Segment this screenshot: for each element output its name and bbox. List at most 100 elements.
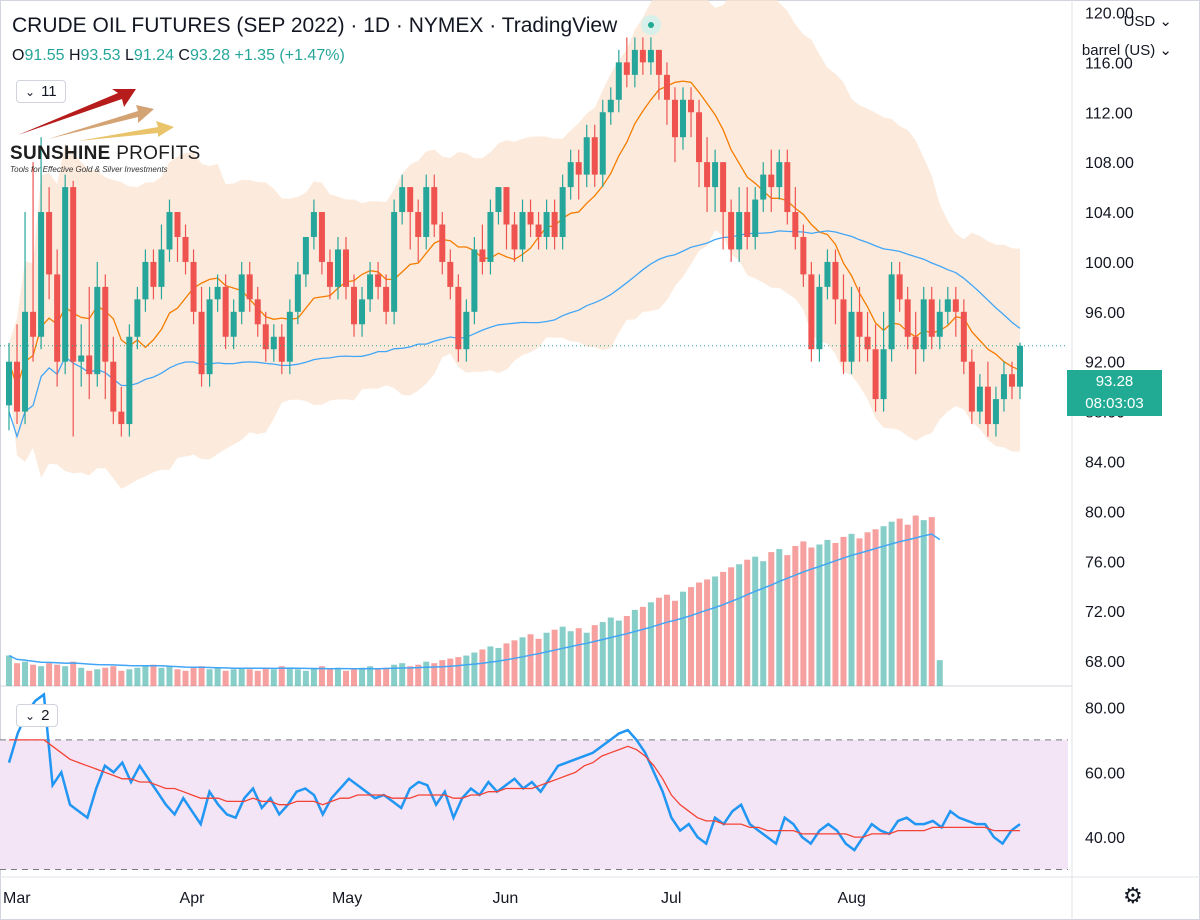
candle-body: [78, 355, 85, 362]
volume-bar: [800, 541, 807, 686]
candle-body: [110, 361, 117, 412]
volume-bar: [888, 521, 895, 686]
volume-bar: [14, 663, 21, 686]
candle-body: [615, 62, 622, 100]
candle-body: [896, 274, 903, 300]
candle-body: [992, 399, 999, 425]
volume-bar: [70, 661, 77, 686]
volume-bar: [479, 649, 486, 686]
rsi-tick-label: 60.00: [1085, 765, 1125, 782]
candle-body: [856, 311, 863, 337]
time-tick-label: Apr: [180, 890, 206, 907]
volume-bar: [102, 667, 109, 686]
candle-body: [6, 361, 12, 406]
candle-body: [952, 299, 959, 312]
candle-body: [150, 261, 157, 287]
volume-bar: [38, 666, 45, 686]
candle-body: [872, 349, 879, 400]
volume-bar: [696, 582, 703, 686]
candle-body: [471, 249, 478, 312]
ohlc-legend: O91.55 H93.53 L91.24 C93.28 +1.35 (+1.47…: [12, 47, 345, 65]
candle-body: [174, 212, 181, 237]
candle-body: [463, 311, 470, 350]
unit-dropdown[interactable]: barrel (US) ⌄: [1082, 41, 1172, 59]
volume-bar: [920, 520, 927, 686]
oscillator-collapse-button[interactable]: ⌄ 2: [16, 704, 59, 727]
volume-bar: [294, 669, 301, 686]
candle-body: [784, 162, 791, 213]
volume-bar: [118, 670, 125, 686]
candle-body: [888, 274, 895, 350]
candle-body: [262, 324, 269, 350]
chevron-down-icon: ⌄: [1159, 42, 1172, 59]
candle-body: [984, 386, 991, 425]
price-tick-label: 76.00: [1085, 554, 1125, 571]
volume-bar: [824, 539, 831, 686]
rsi-band-area: [0, 739, 1068, 870]
volume-bar: [278, 666, 285, 686]
currency-dropdown[interactable]: USD ⌄: [1124, 12, 1172, 30]
candle-body: [391, 212, 398, 312]
volume-bar: [704, 579, 711, 686]
candle-body: [367, 274, 374, 300]
volume-bar: [246, 669, 253, 686]
last-price-tag: 93.28 08:03:03: [1067, 370, 1162, 416]
candle-body: [607, 99, 614, 113]
candle-body: [270, 336, 277, 350]
gear-icon[interactable]: ⚙: [1123, 883, 1143, 908]
volume-bar: [591, 625, 598, 686]
candle-body: [118, 411, 125, 425]
volume-bar: [896, 518, 903, 686]
candle-body: [519, 212, 526, 250]
indicators-collapse-button[interactable]: ⌄ 11: [16, 80, 66, 103]
candle-body: [768, 174, 775, 188]
candle-body: [318, 212, 325, 262]
symbol-title[interactable]: CRUDE OIL FUTURES (SEP 2022) · 1D · NYME…: [12, 14, 662, 38]
volume-bar: [222, 670, 229, 686]
volume-bar: [688, 587, 695, 686]
candle-body: [752, 199, 759, 237]
candle-body: [936, 311, 943, 337]
candle-body: [415, 212, 422, 237]
candle-body: [38, 212, 45, 337]
volume-bar: [471, 652, 478, 686]
rsi-ma-line: [9, 739, 1020, 838]
volume-bar: [655, 597, 662, 686]
volume-bar: [768, 552, 775, 686]
volume-bar: [543, 632, 550, 686]
price-tick-label: 104.00: [1085, 205, 1134, 222]
volume-bar: [495, 647, 502, 686]
candle-body: [704, 162, 711, 188]
candle-body: [599, 112, 606, 175]
volume-bar: [343, 670, 349, 686]
candle-body: [190, 261, 197, 312]
price-tick-label: 72.00: [1085, 604, 1125, 621]
price-tick-label: 68.00: [1085, 654, 1125, 671]
candle-body: [864, 336, 871, 350]
volume-bar: [206, 669, 213, 686]
candle-body: [302, 236, 309, 275]
axis-layer: 120.00 116.00 112.00 108.00 104.00 100.00 96.0…: [3, 5, 1134, 907]
candle-body: [310, 212, 317, 237]
currency-label: USD: [1123, 13, 1156, 30]
volume-ma-line: [8, 533, 941, 670]
candle-body: [479, 249, 486, 262]
candle-body: [495, 187, 502, 213]
low-label: L: [125, 47, 134, 64]
volume-bar: [62, 666, 69, 686]
candle-body: [551, 212, 558, 237]
volume-bar: [182, 670, 189, 686]
candle-body: [647, 49, 654, 63]
volume-bar: [262, 667, 269, 686]
candle-body: [639, 49, 646, 63]
time-tick-label: Jun: [492, 890, 518, 907]
volume-bar: [142, 666, 149, 686]
candle-body: [142, 261, 149, 300]
volume-bar: [615, 620, 622, 686]
candle-body: [86, 355, 93, 375]
volume-bar: [94, 669, 101, 686]
volume-bar: [680, 591, 686, 686]
candle-body: [198, 311, 205, 375]
volume-bar: [407, 666, 414, 686]
